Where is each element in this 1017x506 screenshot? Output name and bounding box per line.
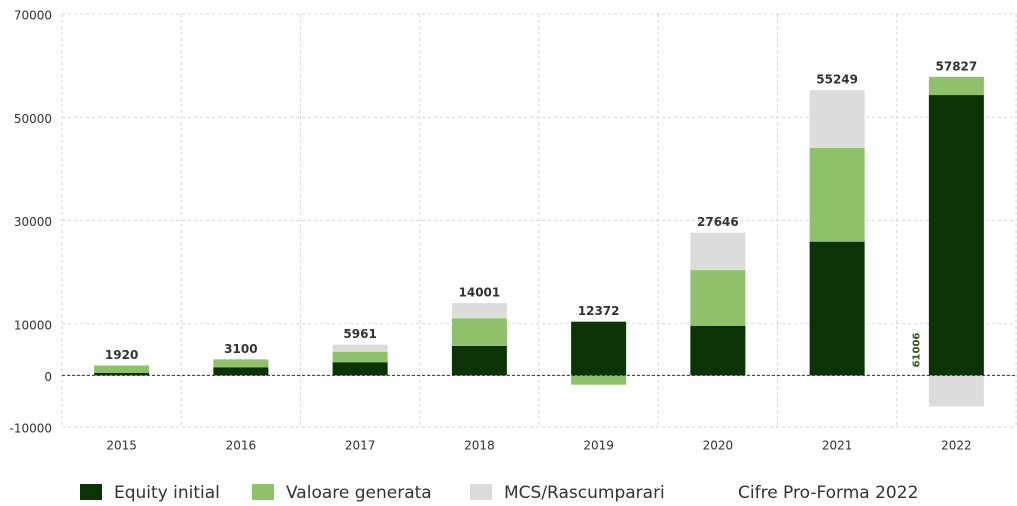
note: Cifre Pro-Forma 2022 (738, 483, 918, 503)
x-tick-label: 2021 (822, 439, 853, 453)
bar-segment (94, 372, 150, 376)
x-tick-label: 2016 (226, 439, 257, 453)
y-tick-label: 30000 (14, 215, 52, 229)
y-tick-label: -10000 (9, 422, 52, 436)
total-label: 3100 (224, 342, 257, 356)
bar-segment (809, 241, 865, 376)
x-tick-label: 2015 (106, 439, 137, 453)
legend-swatch (470, 484, 492, 500)
x-tick-label: 2020 (703, 439, 734, 453)
y-tick-label: 10000 (14, 318, 52, 332)
legend-label: Equity initial (114, 483, 220, 503)
bar-segment (928, 76, 984, 96)
bar-segment (690, 232, 746, 271)
x-tick-label: 2017 (345, 439, 376, 453)
total-label: 12372 (578, 304, 620, 318)
total-label: 5961 (343, 327, 376, 341)
y-tick-label: 0 (44, 370, 52, 384)
total-label: 1920 (105, 348, 138, 362)
legend-swatch (252, 484, 274, 500)
total-label: 14001 (459, 286, 501, 300)
legend-label: Valoare generata (286, 483, 432, 503)
total-label: 55249 (816, 73, 858, 87)
x-tick-label: 2018 (464, 439, 495, 453)
bar-segment (928, 375, 984, 407)
total-label: 27646 (697, 215, 739, 229)
y-tick-label: 50000 (14, 112, 52, 126)
y-tick-label: 70000 (14, 9, 52, 23)
bar-segment (690, 325, 746, 376)
total-label: 57827 (936, 59, 978, 73)
annotation: 61006 (911, 333, 922, 368)
x-tick-label: 2019 (583, 439, 614, 453)
bar-segment (690, 270, 746, 326)
legend-swatch (80, 484, 102, 500)
bar-segment (332, 351, 388, 363)
bar-segment (332, 344, 388, 352)
bar-segment (94, 365, 150, 373)
bar-segment (451, 303, 507, 319)
bar-segment (213, 359, 269, 368)
bar-segment (809, 90, 865, 148)
x-tick-label: 2022 (941, 439, 972, 453)
bar-segment (928, 95, 984, 376)
bar-segment (451, 318, 507, 346)
bar-segment (451, 345, 507, 376)
bar-segment (571, 321, 627, 376)
bar-segment (571, 375, 627, 385)
bar-segment (332, 362, 388, 376)
bar-segment (809, 147, 865, 242)
bar-segment (213, 367, 269, 376)
legend-label: MCS/Rascumparari (504, 483, 665, 503)
